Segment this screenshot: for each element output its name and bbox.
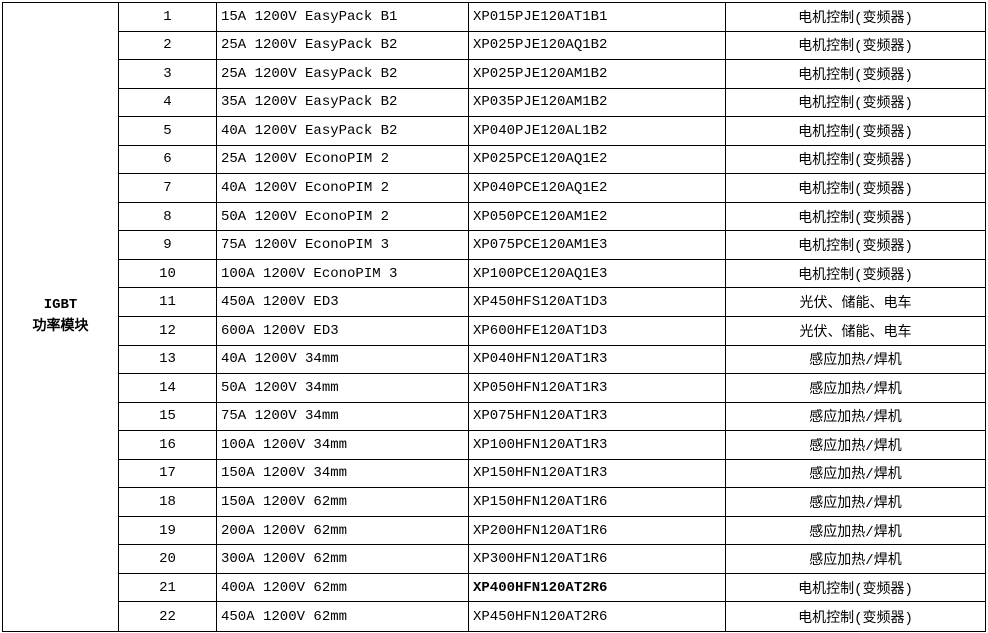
row-number-cell: 9 [119,231,217,260]
spec-cell: 300A 1200V 62mm [217,545,469,574]
row-number-cell: 11 [119,288,217,317]
part-number-cell: XP400HFN120AT2R6 [469,573,726,603]
part-number-cell: XP075HFN120AT1R3 [469,402,726,432]
spec-cell: 100A 1200V EconoPIM 3 [217,259,469,289]
spec-cell: 15A 1200V EasyPack B1 [217,3,469,32]
spec-cell: 40A 1200V 34mm [217,345,469,375]
spec-cell: 40A 1200V EconoPIM 2 [217,174,469,203]
part-number-cell: XP040HFN120AT1R3 [469,345,726,375]
row-number-cell: 10 [119,259,217,289]
application-cell: 电机控制(变频器) [726,260,985,289]
part-number-cell: XP025PJE120AM1B2 [469,60,726,89]
application-cell: 感应加热/焊机 [726,488,985,517]
part-number-cell: XP150HFN120AT1R6 [469,488,726,517]
application-cell: 光伏、储能、电车 [726,288,985,317]
part-number-cell: XP200HFN120AT1R6 [469,516,726,546]
category-line-1: IGBT [43,297,78,314]
row-number-cell: 6 [119,145,217,175]
spec-cell: 450A 1200V 62mm [217,602,469,631]
application-cell: 电机控制(变频器) [726,146,985,175]
row-number-cell: 2 [119,31,217,61]
category-cell: IGBT 功率模块 [3,3,119,631]
application-cell: 电机控制(变频器) [726,89,985,118]
part-number-cell: XP150HFN120AT1R3 [469,459,726,489]
application-cell: 电机控制(变频器) [798,610,913,627]
application-cell: 电机控制(变频器) [726,3,985,32]
spec-cell: 75A 1200V 34mm [217,402,469,432]
row-number-cell: 21 [119,573,217,603]
spec-cell: 35A 1200V EasyPack B2 [217,88,469,118]
spec-cell: 150A 1200V 62mm [217,488,469,517]
application-cell: 电机控制(变频器) [726,203,985,232]
row-number-cell: 8 [119,202,217,232]
part-number-cell: XP035PJE120AM1B2 [469,88,726,118]
part-number-cell: XP100PCE120AQ1E3 [469,259,726,289]
spec-cell: 75A 1200V EconoPIM 3 [217,231,469,260]
row-number-cell: 1 [119,3,217,32]
row-number-cell: 7 [119,174,217,203]
spec-cell: 25A 1200V EconoPIM 2 [217,145,469,175]
spec-cell: 600A 1200V ED3 [217,316,469,346]
application-cell: 感应加热/焊机 [726,374,985,403]
application-cell: 电机控制(变频器) [726,117,985,146]
part-number-cell: XP300HFN120AT1R6 [469,545,726,574]
row-number-cell: 20 [119,545,217,574]
application-cell: 电机控制(变频器) [726,231,985,260]
application-cell: 感应加热/焊机 [726,431,985,460]
row-number-cell: 3 [119,60,217,89]
spec-cell: 200A 1200V 62mm [217,516,469,546]
row-number-cell: 19 [119,516,217,546]
row-number-cell: 13 [119,345,217,375]
application-cell: 光伏、储能、电车 [726,317,985,346]
part-number-cell: XP450HFN120AT2R6 [469,602,726,631]
application-cell: 感应加热/焊机 [726,545,985,574]
spec-cell: 25A 1200V EasyPack B2 [217,31,469,61]
application-cell: 电机控制(变频器) [726,60,985,89]
application-cell: 电机控制(变频器) [726,174,985,203]
spec-cell: 450A 1200V ED3 [217,288,469,317]
part-number-cell: XP040PJE120AL1B2 [469,117,726,146]
part-number-cell: XP600HFE120AT1D3 [469,316,726,346]
spec-cell: 150A 1200V 34mm [217,459,469,489]
application-cell: 感应加热/焊机 [726,403,985,432]
row-number-cell: 12 [119,316,217,346]
part-number-cell: XP025PCE120AQ1E2 [469,145,726,175]
row-number-cell: 18 [119,488,217,517]
part-number-cell: XP040PCE120AQ1E2 [469,174,726,203]
application-cell: 感应加热/焊机 [726,517,985,546]
part-number-cell: XP015PJE120AT1B1 [469,3,726,32]
spec-cell: 50A 1200V EconoPIM 2 [217,202,469,232]
spec-cell: 40A 1200V EasyPack B2 [217,117,469,146]
part-number-cell: XP025PJE120AQ1B2 [469,31,726,61]
application-cell: 电机控制(变频器) [726,574,985,603]
application-cell: 电机控制(变频器) [726,32,985,61]
spec-cell: 100A 1200V 34mm [217,431,469,460]
row-number-cell: 14 [119,374,217,403]
application-cell: 感应加热/焊机 [726,346,985,375]
category-line-2: 功率模块 [32,318,89,335]
row-number-cell: 15 [119,402,217,432]
part-number-cell: XP050PCE120AM1E2 [469,202,726,232]
part-number-cell: XP100HFN120AT1R3 [469,431,726,460]
spec-cell: 25A 1200V EasyPack B2 [217,60,469,89]
spec-cell: 50A 1200V 34mm [217,374,469,403]
row-number-cell: 17 [119,459,217,489]
row-number-cell: 16 [119,431,217,460]
row-number-cell: 22 [119,602,217,631]
part-number-cell: XP075PCE120AM1E3 [469,231,726,260]
part-number-cell: XP050HFN120AT1R3 [469,374,726,403]
row-number-cell: 4 [119,88,217,118]
application-cell: 感应加热/焊机 [726,460,985,489]
spec-cell: 400A 1200V 62mm [217,573,469,603]
row-number-cell: 5 [119,117,217,146]
part-number-cell: XP450HFS120AT1D3 [469,288,726,317]
